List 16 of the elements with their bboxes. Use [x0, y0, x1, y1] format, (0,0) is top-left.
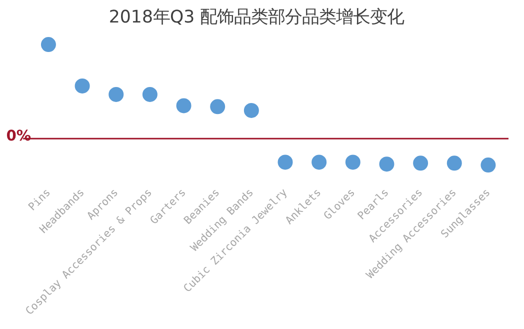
point — [446, 156, 462, 171]
point — [176, 98, 192, 114]
point — [312, 154, 327, 170]
point — [480, 158, 496, 173]
chart-title: 2018年Q3 配饰品类部分品类增长变化 — [108, 8, 404, 28]
point — [379, 156, 394, 172]
point — [278, 154, 293, 170]
point — [210, 99, 226, 114]
ref-line-label: 0% — [6, 128, 32, 145]
point — [40, 37, 56, 52]
point — [108, 86, 124, 102]
point — [244, 102, 259, 118]
point — [413, 156, 428, 171]
point — [345, 154, 360, 170]
point — [142, 86, 158, 102]
point — [74, 78, 90, 94]
